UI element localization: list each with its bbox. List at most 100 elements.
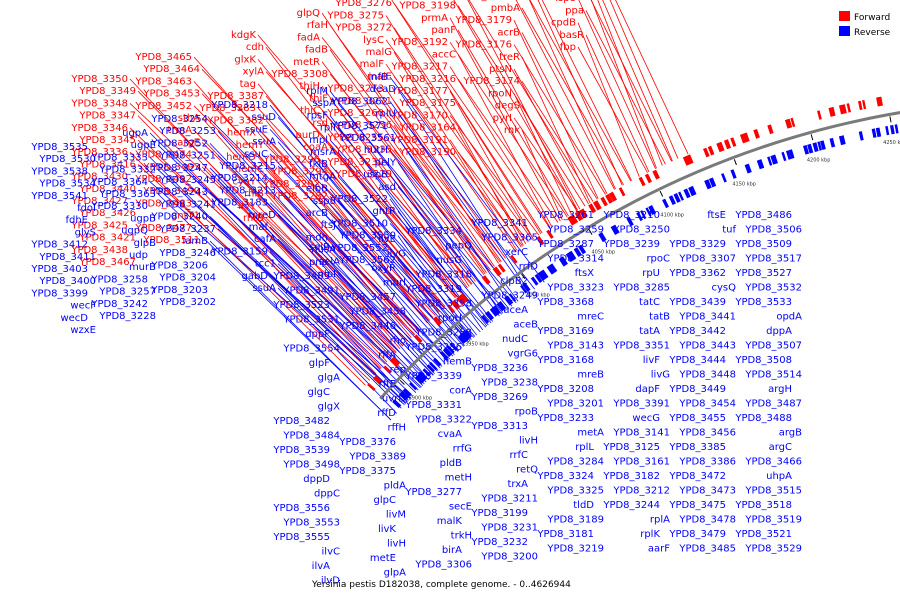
tick-mark <box>733 159 737 166</box>
gene-label: YPD8_3211 <box>480 494 538 505</box>
reverse-feature <box>770 154 778 165</box>
leader-line <box>217 130 435 375</box>
leader-line <box>449 66 551 228</box>
gene-label: YPD8_3376 <box>338 437 396 448</box>
leader-line <box>209 167 419 391</box>
gene-label: YPD8_3382 <box>206 115 264 126</box>
reverse-feature <box>460 331 470 342</box>
leader-line <box>201 68 436 316</box>
gene-label: YPD8_3517 <box>744 254 802 265</box>
gene-label: YPD8_3239 <box>602 239 660 250</box>
leader-line <box>269 177 438 372</box>
gene-label: rpoB <box>515 407 539 418</box>
gene-label: YPD8_3475 <box>668 500 726 511</box>
leader-line <box>457 151 529 243</box>
gene-label: YPD8_3458 <box>348 307 406 318</box>
gene-label: YPD8_3286 <box>404 342 462 353</box>
leader-line <box>468 0 594 202</box>
gene-label: YPD8_3515 <box>744 486 802 497</box>
gene-label: YPD8_3556 <box>272 503 330 514</box>
gene-label: udp <box>129 250 148 261</box>
gene-label: nusG <box>436 255 462 266</box>
gene-label: livH <box>387 539 406 550</box>
leader-line <box>609 0 679 159</box>
forward-feature <box>707 145 715 156</box>
tick-label: 4000 kbp <box>526 293 550 299</box>
gene-label: YPD8_3351 <box>612 341 670 352</box>
gene-label: YPD8_3493 <box>142 162 200 173</box>
gene-label: rplI <box>320 123 336 134</box>
gene-label: YPD8_3485 <box>678 544 736 555</box>
gene-label: ilvC <box>322 547 340 558</box>
gene-label: YPD8_3250 <box>612 225 670 236</box>
forward-feature <box>687 154 694 164</box>
leader-line <box>269 275 411 399</box>
reverse-feature <box>838 135 846 146</box>
gene-label: rplL <box>575 442 594 453</box>
leader-line <box>329 171 445 308</box>
gene-label: selA <box>319 257 340 268</box>
gene-label: YPD8_3453 <box>142 89 200 100</box>
forward-feature <box>546 229 554 239</box>
leader-line <box>513 20 599 199</box>
leader-line <box>265 168 417 334</box>
gene-label: sthA <box>178 113 200 124</box>
gene-label: YPD8_3467 <box>78 257 136 268</box>
backbone-arc <box>379 111 900 400</box>
gene-label: pmbA <box>491 3 520 14</box>
reverse-feature <box>756 159 765 170</box>
leader-line <box>449 90 534 240</box>
leader-line <box>513 44 606 195</box>
forward-feature <box>447 304 456 314</box>
forward-feature <box>605 193 613 204</box>
gene-label: ugpQ <box>121 226 148 237</box>
leader-line <box>385 161 470 287</box>
reverse-feature <box>678 191 684 201</box>
leader-line <box>277 238 430 380</box>
forward-feature <box>569 214 579 225</box>
gene-label: YPD8_3553 <box>282 518 340 529</box>
gene-label: YPD8_3439 <box>668 297 726 308</box>
gene-label: YPD8_3159 <box>210 246 268 257</box>
gene-label: dapF <box>635 384 660 395</box>
leader-line <box>597 0 663 166</box>
legend-reverse-swatch <box>839 26 850 36</box>
leader-line <box>515 0 615 190</box>
gene-label: retQ <box>516 465 538 476</box>
gene-label: malE <box>367 71 392 82</box>
reverse-feature <box>767 156 773 166</box>
gene-label: YPD8_3483 <box>134 198 192 209</box>
gene-label: prmA <box>421 13 448 24</box>
leader-line <box>453 0 578 212</box>
leader-line <box>209 240 392 421</box>
tick-label: 4100 kbp <box>660 212 684 218</box>
gene-label: YPD8_3427 <box>70 196 128 207</box>
forward-feature <box>414 334 423 343</box>
reverse-feature <box>429 361 438 371</box>
gene-label: rhlB <box>244 189 264 200</box>
gene-label: YPD8_3477 <box>134 223 192 234</box>
gene-label: mpl <box>309 135 328 146</box>
gene-label: YPD8_3430 <box>70 172 128 183</box>
gene-label: YPD8_3399 <box>30 288 88 299</box>
gene-label: pelY <box>375 157 397 168</box>
leader-line <box>321 37 501 263</box>
leader-line <box>457 5 586 207</box>
gene-label: cafA <box>254 234 276 245</box>
gene-label: YPD8_3257 <box>98 287 156 298</box>
leader-line <box>269 251 409 401</box>
gene-label: YPD8_3339 <box>404 371 462 382</box>
gene-label: murB <box>129 262 156 273</box>
gene-label: YPD8_3249 <box>480 291 538 302</box>
gene-label: YPD8_3322 <box>414 415 472 426</box>
leader-line <box>393 173 476 282</box>
leader-line <box>329 212 462 349</box>
reverse-feature <box>442 347 453 358</box>
forward-feature <box>638 176 646 187</box>
gene-label: YPD8_3164 <box>398 123 456 134</box>
leader-lines <box>129 0 689 421</box>
forward-feature <box>842 104 847 114</box>
gene-label: YPD8_3141 <box>612 428 670 439</box>
forward-feature <box>389 356 400 368</box>
leader-line <box>615 0 689 155</box>
